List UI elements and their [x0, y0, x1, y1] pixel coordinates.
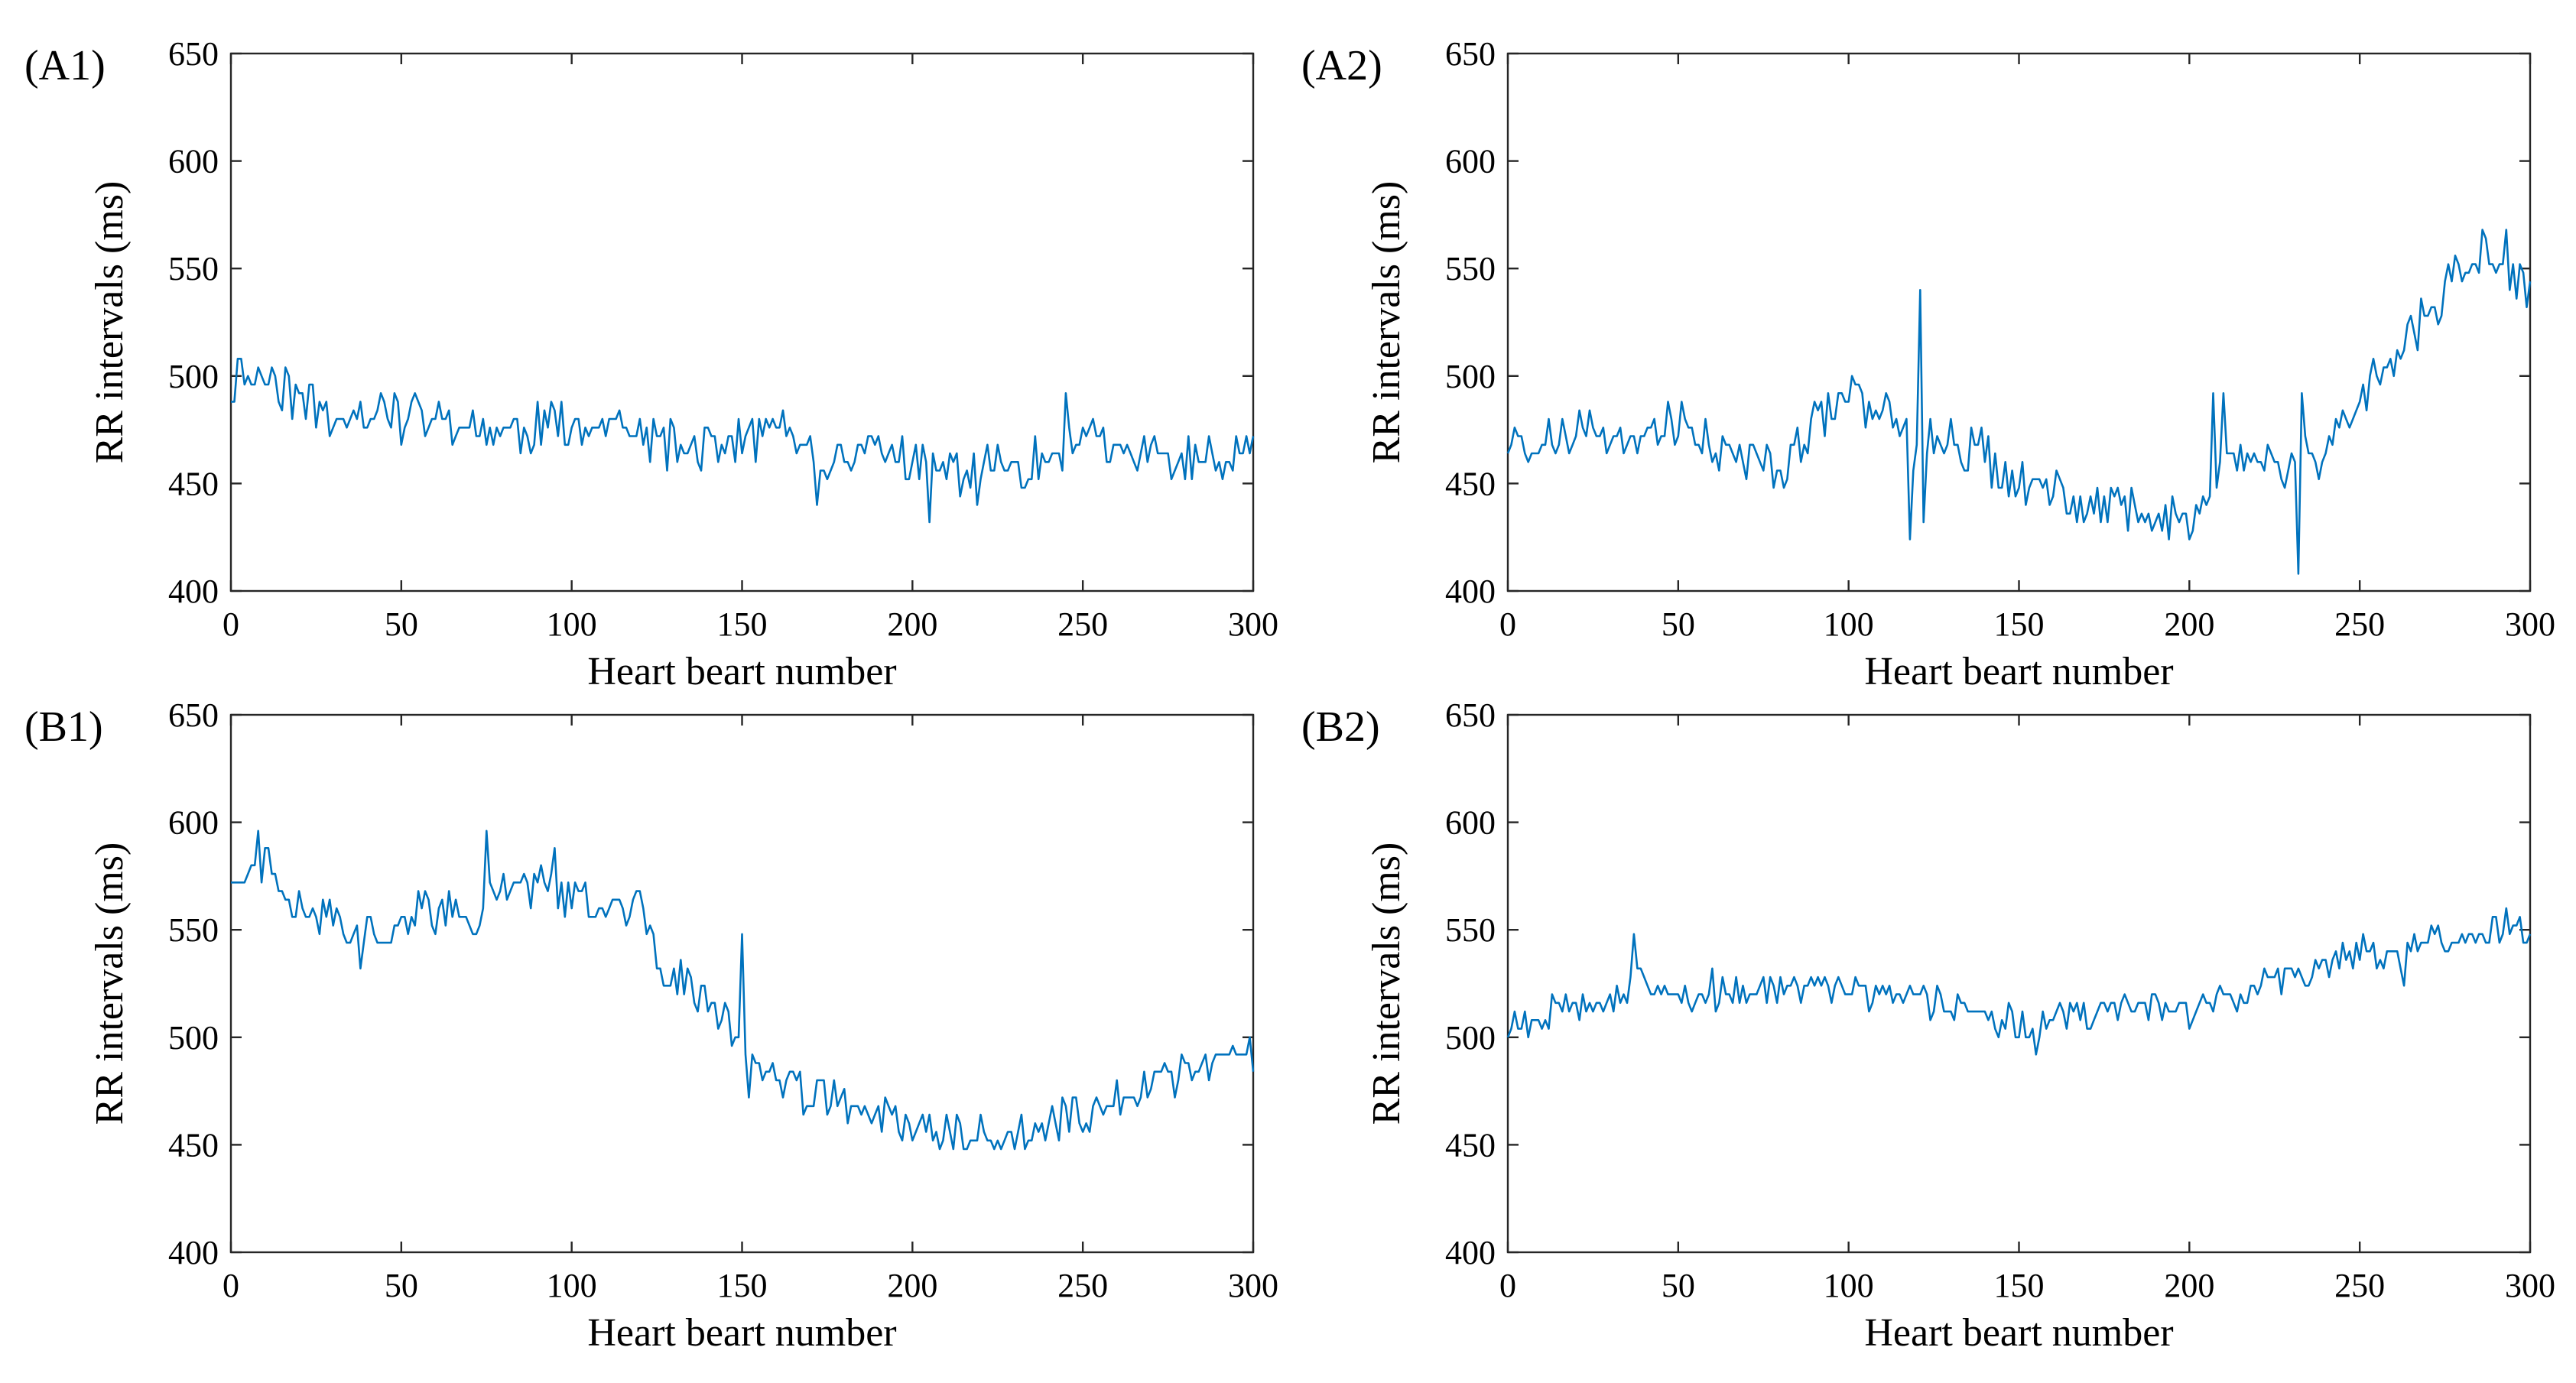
x-tick-label: 50 — [1662, 605, 1695, 643]
x-tick-label: 250 — [1057, 605, 1108, 643]
x-tick-label: 100 — [1824, 1267, 1874, 1304]
rr-interval-series — [1506, 907, 2532, 1056]
x-axis-label: Heart beart number — [1864, 650, 2173, 693]
x-axis-label: Heart beart number — [1864, 1311, 2173, 1355]
x-axis-label: Heart beart number — [587, 1311, 896, 1355]
y-tick-label: 500 — [1445, 1019, 1496, 1057]
x-tick-label: 0 — [1499, 605, 1516, 643]
panel-a2: 0 50 100 150 200 250 300 400 450 500 550 600 650 Hear… — [1301, 35, 2555, 693]
y-tick-label: 500 — [168, 358, 219, 395]
x-tick-label: 150 — [1994, 1267, 2045, 1304]
x-tick-label: 50 — [385, 1267, 418, 1304]
panel-b2: 0 50 100 150 200 250 300 400 450 500 550 600 650 Hear… — [1301, 696, 2555, 1355]
rr-interval-series — [1506, 229, 2532, 575]
panel-label: (B2) — [1301, 703, 1380, 751]
y-axis-label: RR intervals (ms) — [88, 842, 132, 1125]
y-tick-label: 600 — [1445, 804, 1496, 842]
x-tick-label: 200 — [887, 605, 937, 643]
rr-interval-series — [231, 358, 1255, 524]
x-tick-label: 250 — [2334, 605, 2385, 643]
y-tick-label: 550 — [168, 250, 219, 287]
x-axis-label: Heart beart number — [587, 650, 896, 693]
y-tick-label: 400 — [1445, 573, 1496, 610]
panel-label: (B1) — [24, 703, 103, 751]
x-tick-label: 100 — [547, 605, 597, 643]
x-tick-label: 300 — [1228, 605, 1278, 643]
y-tick-label: 600 — [168, 143, 219, 180]
panel-label: (A1) — [24, 42, 106, 89]
panel-label: (A2) — [1301, 42, 1382, 89]
x-tick-label: 150 — [717, 1267, 768, 1304]
y-tick-label: 450 — [1445, 465, 1496, 502]
y-tick-label: 500 — [1445, 358, 1496, 395]
x-tick-label: 300 — [2505, 605, 2555, 643]
y-tick-label: 550 — [1445, 250, 1496, 287]
y-tick-label: 550 — [1445, 911, 1496, 949]
axes-frame — [1506, 713, 2532, 1254]
x-tick-label: 100 — [547, 1267, 597, 1304]
y-axis-label: RR intervals (ms) — [1365, 181, 1408, 464]
y-axis-label: RR intervals (ms) — [1365, 842, 1408, 1125]
panel-a1: 0 50 100 150 200 250 300 400 450 500 550 600 650 Hear… — [24, 35, 1278, 693]
x-tick-label: 300 — [1228, 1267, 1278, 1304]
x-tick-label: 50 — [385, 605, 418, 643]
x-tick-label: 50 — [1662, 1267, 1695, 1304]
x-tick-label: 250 — [2334, 1267, 2385, 1304]
x-tick-label: 0 — [1499, 1267, 1516, 1304]
y-tick-label: 400 — [168, 1234, 219, 1271]
axes-frame — [1506, 52, 2532, 592]
y-tick-label: 450 — [168, 1126, 219, 1164]
y-tick-label: 650 — [168, 696, 219, 734]
x-tick-label: 250 — [1057, 1267, 1108, 1304]
axes-frame — [229, 52, 1255, 592]
x-tick-label: 0 — [223, 1267, 239, 1304]
x-tick-label: 300 — [2505, 1267, 2555, 1304]
x-tick-label: 200 — [2164, 605, 2214, 643]
x-tick-label: 200 — [887, 1267, 937, 1304]
x-tick-label: 0 — [223, 605, 239, 643]
y-tick-label: 450 — [168, 465, 219, 502]
x-tick-label: 200 — [2164, 1267, 2214, 1304]
y-tick-label: 650 — [168, 35, 219, 73]
y-axis-label: RR intervals (ms) — [88, 181, 132, 464]
x-tick-label: 150 — [717, 605, 768, 643]
rr-interval-series — [231, 829, 1255, 1151]
y-tick-label: 450 — [1445, 1126, 1496, 1164]
axes-frame — [229, 713, 1255, 1254]
y-tick-label: 400 — [168, 573, 219, 610]
x-tick-label: 150 — [1994, 605, 2045, 643]
y-tick-label: 500 — [168, 1019, 219, 1057]
y-tick-label: 550 — [168, 911, 219, 949]
y-tick-label: 400 — [1445, 1234, 1496, 1271]
panel-b1: 0 50 100 150 200 250 300 400 450 500 550 600 650 Hear… — [24, 696, 1278, 1355]
y-tick-label: 600 — [1445, 143, 1496, 180]
y-tick-label: 600 — [168, 804, 219, 842]
y-tick-label: 650 — [1445, 35, 1496, 73]
x-tick-label: 100 — [1824, 605, 1874, 643]
y-tick-label: 650 — [1445, 696, 1496, 734]
